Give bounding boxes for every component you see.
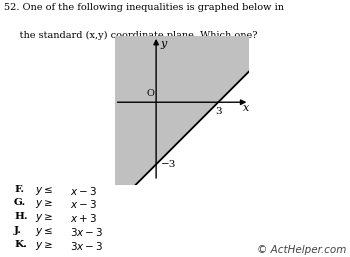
Text: the standard (x,y) coordinate plane. Which one?: the standard (x,y) coordinate plane. Whi… xyxy=(4,31,257,40)
Text: −3: −3 xyxy=(161,160,177,169)
Text: $3x - 3$: $3x - 3$ xyxy=(70,240,103,252)
Text: G.: G. xyxy=(14,198,26,207)
Text: J.: J. xyxy=(14,226,22,235)
Text: $y \geq$: $y \geq$ xyxy=(35,212,53,224)
Text: $3x - 3$: $3x - 3$ xyxy=(70,226,103,238)
Text: H.: H. xyxy=(14,212,28,221)
Text: F.: F. xyxy=(14,185,24,194)
Text: O: O xyxy=(147,89,155,98)
Text: 3: 3 xyxy=(215,107,222,116)
Text: $y \leq$: $y \leq$ xyxy=(35,226,53,238)
Text: © ActHelper.com: © ActHelper.com xyxy=(257,245,346,255)
Text: $x + 3$: $x + 3$ xyxy=(70,212,97,224)
Text: $y \geq$: $y \geq$ xyxy=(35,198,53,210)
Polygon shape xyxy=(115,36,249,185)
Text: y: y xyxy=(160,39,167,49)
Text: $y \leq$: $y \leq$ xyxy=(35,185,53,197)
Text: K.: K. xyxy=(14,240,27,249)
Text: x: x xyxy=(243,103,249,113)
Text: $x - 3$: $x - 3$ xyxy=(70,198,97,210)
Text: $y \geq$: $y \geq$ xyxy=(35,240,53,252)
Text: 52. One of the following inequalities is graphed below in: 52. One of the following inequalities is… xyxy=(4,3,284,12)
Text: $x - 3$: $x - 3$ xyxy=(70,185,97,197)
